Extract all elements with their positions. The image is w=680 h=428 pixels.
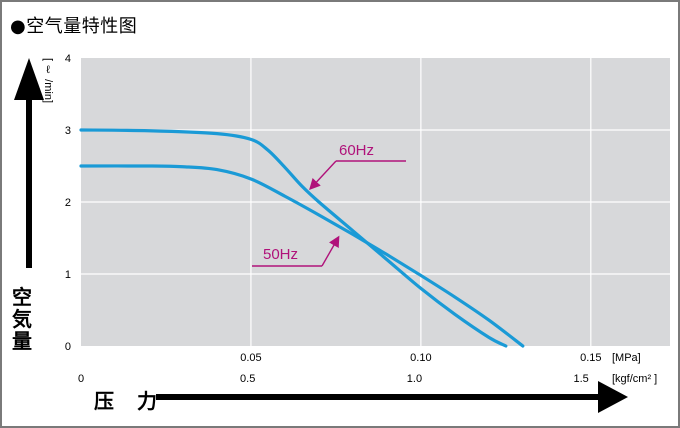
y-tick-label: 3 xyxy=(65,125,71,137)
y-axis-unit: [ ℓ /min] xyxy=(42,58,54,104)
x-arrow-head xyxy=(598,381,628,413)
x-tick-label-kgf: 0 xyxy=(78,373,84,385)
x-tick-label-kgf: 1.5 xyxy=(573,373,588,385)
arrow-50hz xyxy=(321,235,340,267)
y-arrow-head xyxy=(14,58,44,100)
annotation-60hz: 60Hz xyxy=(339,142,374,159)
x-tick-label-kgf: 0.5 xyxy=(240,373,255,385)
x-tick-labels: 0.05 0.10 0.15 [MPa] 0 0.5 1.0 1.5 [kgf/cm² ] xyxy=(78,352,657,385)
grid-lines xyxy=(81,58,670,346)
x-axis-title: 压 力 xyxy=(94,389,165,413)
y-axis-title: 空気量 xyxy=(12,285,32,353)
x-tick-label-mpa: 0.05 xyxy=(240,352,261,364)
x-arrow-shaft xyxy=(156,394,602,400)
x-tick-label-kgf: 1.0 xyxy=(407,373,422,385)
chart-title: ●空气量特性图 xyxy=(10,16,138,37)
x-tick-label-mpa: 0.10 xyxy=(410,352,431,364)
series-line-60hz xyxy=(79,128,508,348)
series-lines xyxy=(79,128,525,348)
y-arrow-shaft xyxy=(26,96,32,268)
axis-arrows xyxy=(14,58,628,413)
y-tick-label: 2 xyxy=(65,197,71,209)
series-line-50hz xyxy=(79,164,525,348)
arrow-60hz xyxy=(309,160,337,191)
annotation-50hz: 50Hz xyxy=(263,246,298,263)
y-tick-label: 4 xyxy=(65,53,71,65)
y-tick-labels: 0 1 2 3 4 xyxy=(65,53,71,353)
y-tick-label: 0 xyxy=(65,341,71,353)
y-tick-label: 1 xyxy=(65,269,71,281)
x-tick-label-mpa: 0.15 xyxy=(580,352,601,364)
annotations: 60Hz 50Hz xyxy=(252,142,406,267)
x-unit-mpa: [MPa] xyxy=(612,352,641,364)
x-unit-kgf: [kgf/cm² ] xyxy=(612,373,657,385)
